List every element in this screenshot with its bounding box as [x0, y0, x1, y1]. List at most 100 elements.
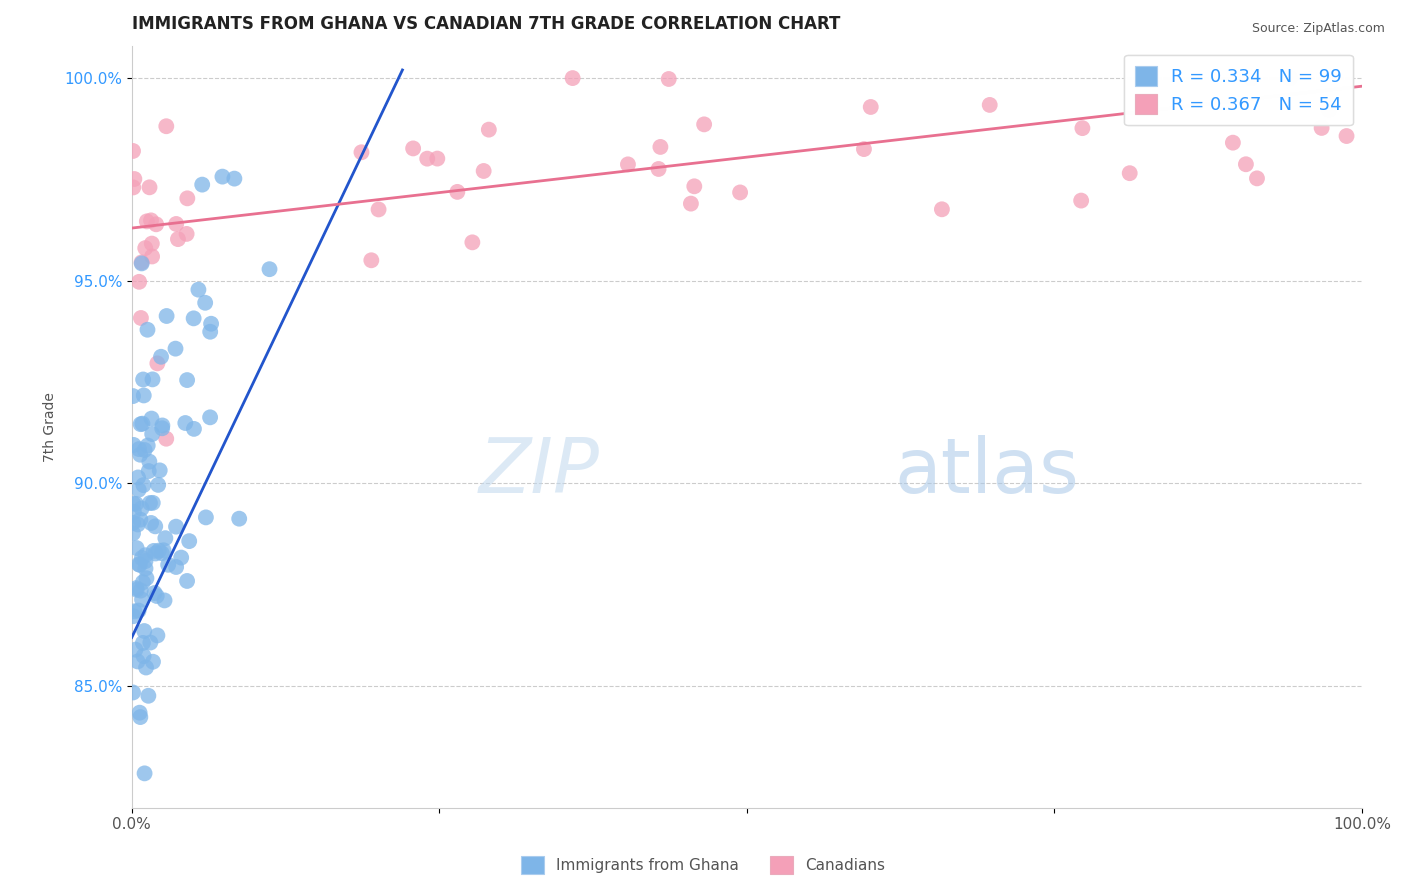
Point: [134, 443, 156, 458]
Point: [165, 217, 187, 231]
Point: [122, 609, 145, 624]
Point: [350, 145, 373, 160]
Point: [146, 628, 169, 642]
Point: [131, 592, 153, 607]
Point: [125, 581, 148, 595]
Point: [122, 180, 145, 194]
Point: [131, 255, 153, 269]
Point: [200, 317, 222, 331]
Point: [148, 543, 170, 558]
Point: [167, 232, 190, 246]
Point: [647, 161, 669, 176]
Point: [122, 505, 145, 519]
Point: [402, 141, 425, 155]
Point: [1070, 194, 1092, 208]
Point: [138, 454, 160, 468]
Point: [125, 541, 148, 555]
Point: [446, 185, 468, 199]
Text: IMMIGRANTS FROM GHANA VS CANADIAN 7TH GRADE CORRELATION CHART: IMMIGRANTS FROM GHANA VS CANADIAN 7TH GR…: [132, 15, 841, 33]
Point: [124, 604, 146, 618]
Point: [472, 164, 495, 178]
Point: [129, 310, 152, 325]
Point: [132, 478, 155, 492]
Point: [143, 519, 166, 533]
Point: [141, 427, 163, 442]
Point: [142, 655, 165, 669]
Point: [416, 152, 439, 166]
Point: [127, 470, 149, 484]
Point: [187, 283, 209, 297]
Point: [165, 560, 187, 574]
Point: [191, 178, 214, 192]
Point: [136, 438, 159, 452]
Point: [134, 548, 156, 562]
Point: [561, 71, 583, 86]
Point: [1278, 71, 1301, 86]
Point: [139, 213, 162, 227]
Point: [132, 372, 155, 386]
Point: [176, 191, 198, 205]
Point: [1071, 121, 1094, 136]
Point: [122, 438, 145, 452]
Point: [683, 179, 706, 194]
Point: [138, 689, 160, 703]
Point: [134, 241, 156, 255]
Point: [650, 140, 672, 154]
Point: [198, 325, 221, 339]
Point: [142, 496, 165, 510]
Point: [979, 98, 1001, 112]
Point: [132, 388, 155, 402]
Point: [122, 526, 145, 541]
Point: [138, 180, 160, 194]
Point: [141, 411, 163, 425]
Point: [176, 574, 198, 588]
Point: [679, 196, 702, 211]
Point: [176, 227, 198, 241]
Point: [931, 202, 953, 217]
Point: [155, 120, 177, 134]
Point: [145, 546, 167, 560]
Point: [128, 442, 150, 456]
Point: [131, 417, 153, 431]
Point: [145, 589, 167, 603]
Point: [134, 624, 156, 638]
Point: [132, 648, 155, 663]
Point: [165, 519, 187, 533]
Point: [139, 516, 162, 530]
Point: [152, 543, 174, 558]
Point: [211, 169, 233, 184]
Point: [131, 256, 153, 270]
Y-axis label: 7th Grade: 7th Grade: [44, 392, 58, 461]
Point: [198, 410, 221, 425]
Point: [122, 389, 145, 403]
Point: [128, 558, 150, 572]
Point: [426, 152, 449, 166]
Point: [150, 350, 173, 364]
Point: [124, 642, 146, 657]
Point: [179, 534, 201, 549]
Point: [132, 636, 155, 650]
Point: [141, 236, 163, 251]
Point: [155, 309, 177, 323]
Point: [1234, 157, 1257, 171]
Point: [150, 418, 173, 433]
Point: [174, 416, 197, 430]
Point: [183, 422, 205, 436]
Point: [1240, 71, 1263, 86]
Point: [125, 497, 148, 511]
Text: ZIP: ZIP: [478, 435, 599, 509]
Point: [360, 253, 382, 268]
Point: [183, 311, 205, 326]
Point: [170, 550, 193, 565]
Point: [124, 172, 146, 186]
Point: [136, 323, 159, 337]
Point: [141, 372, 163, 386]
Point: [150, 421, 173, 435]
Point: [135, 214, 157, 228]
Point: [122, 144, 145, 158]
Point: [145, 217, 167, 231]
Point: [155, 432, 177, 446]
Point: [129, 448, 152, 462]
Point: [165, 342, 187, 356]
Point: [224, 171, 246, 186]
